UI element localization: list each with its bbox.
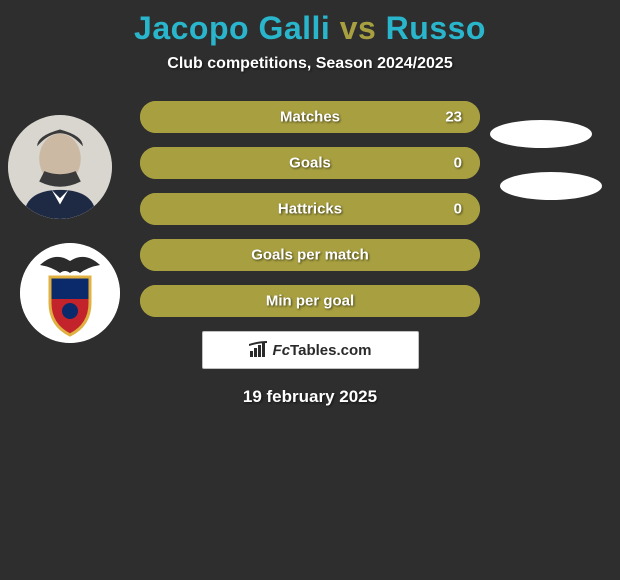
stat-value: 0 <box>454 201 462 218</box>
content-area: Matches 23 Goals 0 Hattricks 0 Goals per match… <box>0 101 620 407</box>
date-text: 19 february 2025 <box>0 387 620 407</box>
page-title: Jacopo Galli vs Russo <box>0 0 620 47</box>
bar-chart-icon <box>249 341 269 359</box>
logo-rest: Tables.com <box>290 342 371 359</box>
stat-label: Matches <box>280 109 340 126</box>
stat-bar: Matches 23 <box>140 101 480 133</box>
fctables-logo: FcTables.com <box>202 331 419 369</box>
logo-text: FcTables.com <box>273 342 372 359</box>
player-avatar <box>8 115 112 219</box>
stat-label: Goals per match <box>251 247 369 264</box>
vs-text: vs <box>340 10 377 46</box>
stat-bar: Goals per match <box>140 239 480 271</box>
person-icon <box>8 115 112 219</box>
stat-bar: Hattricks 0 <box>140 193 480 225</box>
stat-label: Goals <box>289 155 331 172</box>
opponent-avatar-placeholder <box>490 120 592 148</box>
stat-bar: Min per goal <box>140 285 480 317</box>
player2-name: Russo <box>386 10 486 46</box>
opponent-club-placeholder <box>500 172 602 200</box>
club-badge-icon <box>20 243 120 343</box>
stat-label: Hattricks <box>278 201 342 218</box>
club-avatar <box>20 243 120 343</box>
stat-value: 0 <box>454 155 462 172</box>
stats-bars: Matches 23 Goals 0 Hattricks 0 Goals per match… <box>140 101 480 317</box>
subtitle: Club competitions, Season 2024/2025 <box>0 55 620 73</box>
logo-fc: Fc <box>273 342 291 359</box>
stat-label: Min per goal <box>266 293 354 310</box>
stat-value: 23 <box>445 109 462 126</box>
stat-bar: Goals 0 <box>140 147 480 179</box>
player1-name: Jacopo Galli <box>134 10 330 46</box>
